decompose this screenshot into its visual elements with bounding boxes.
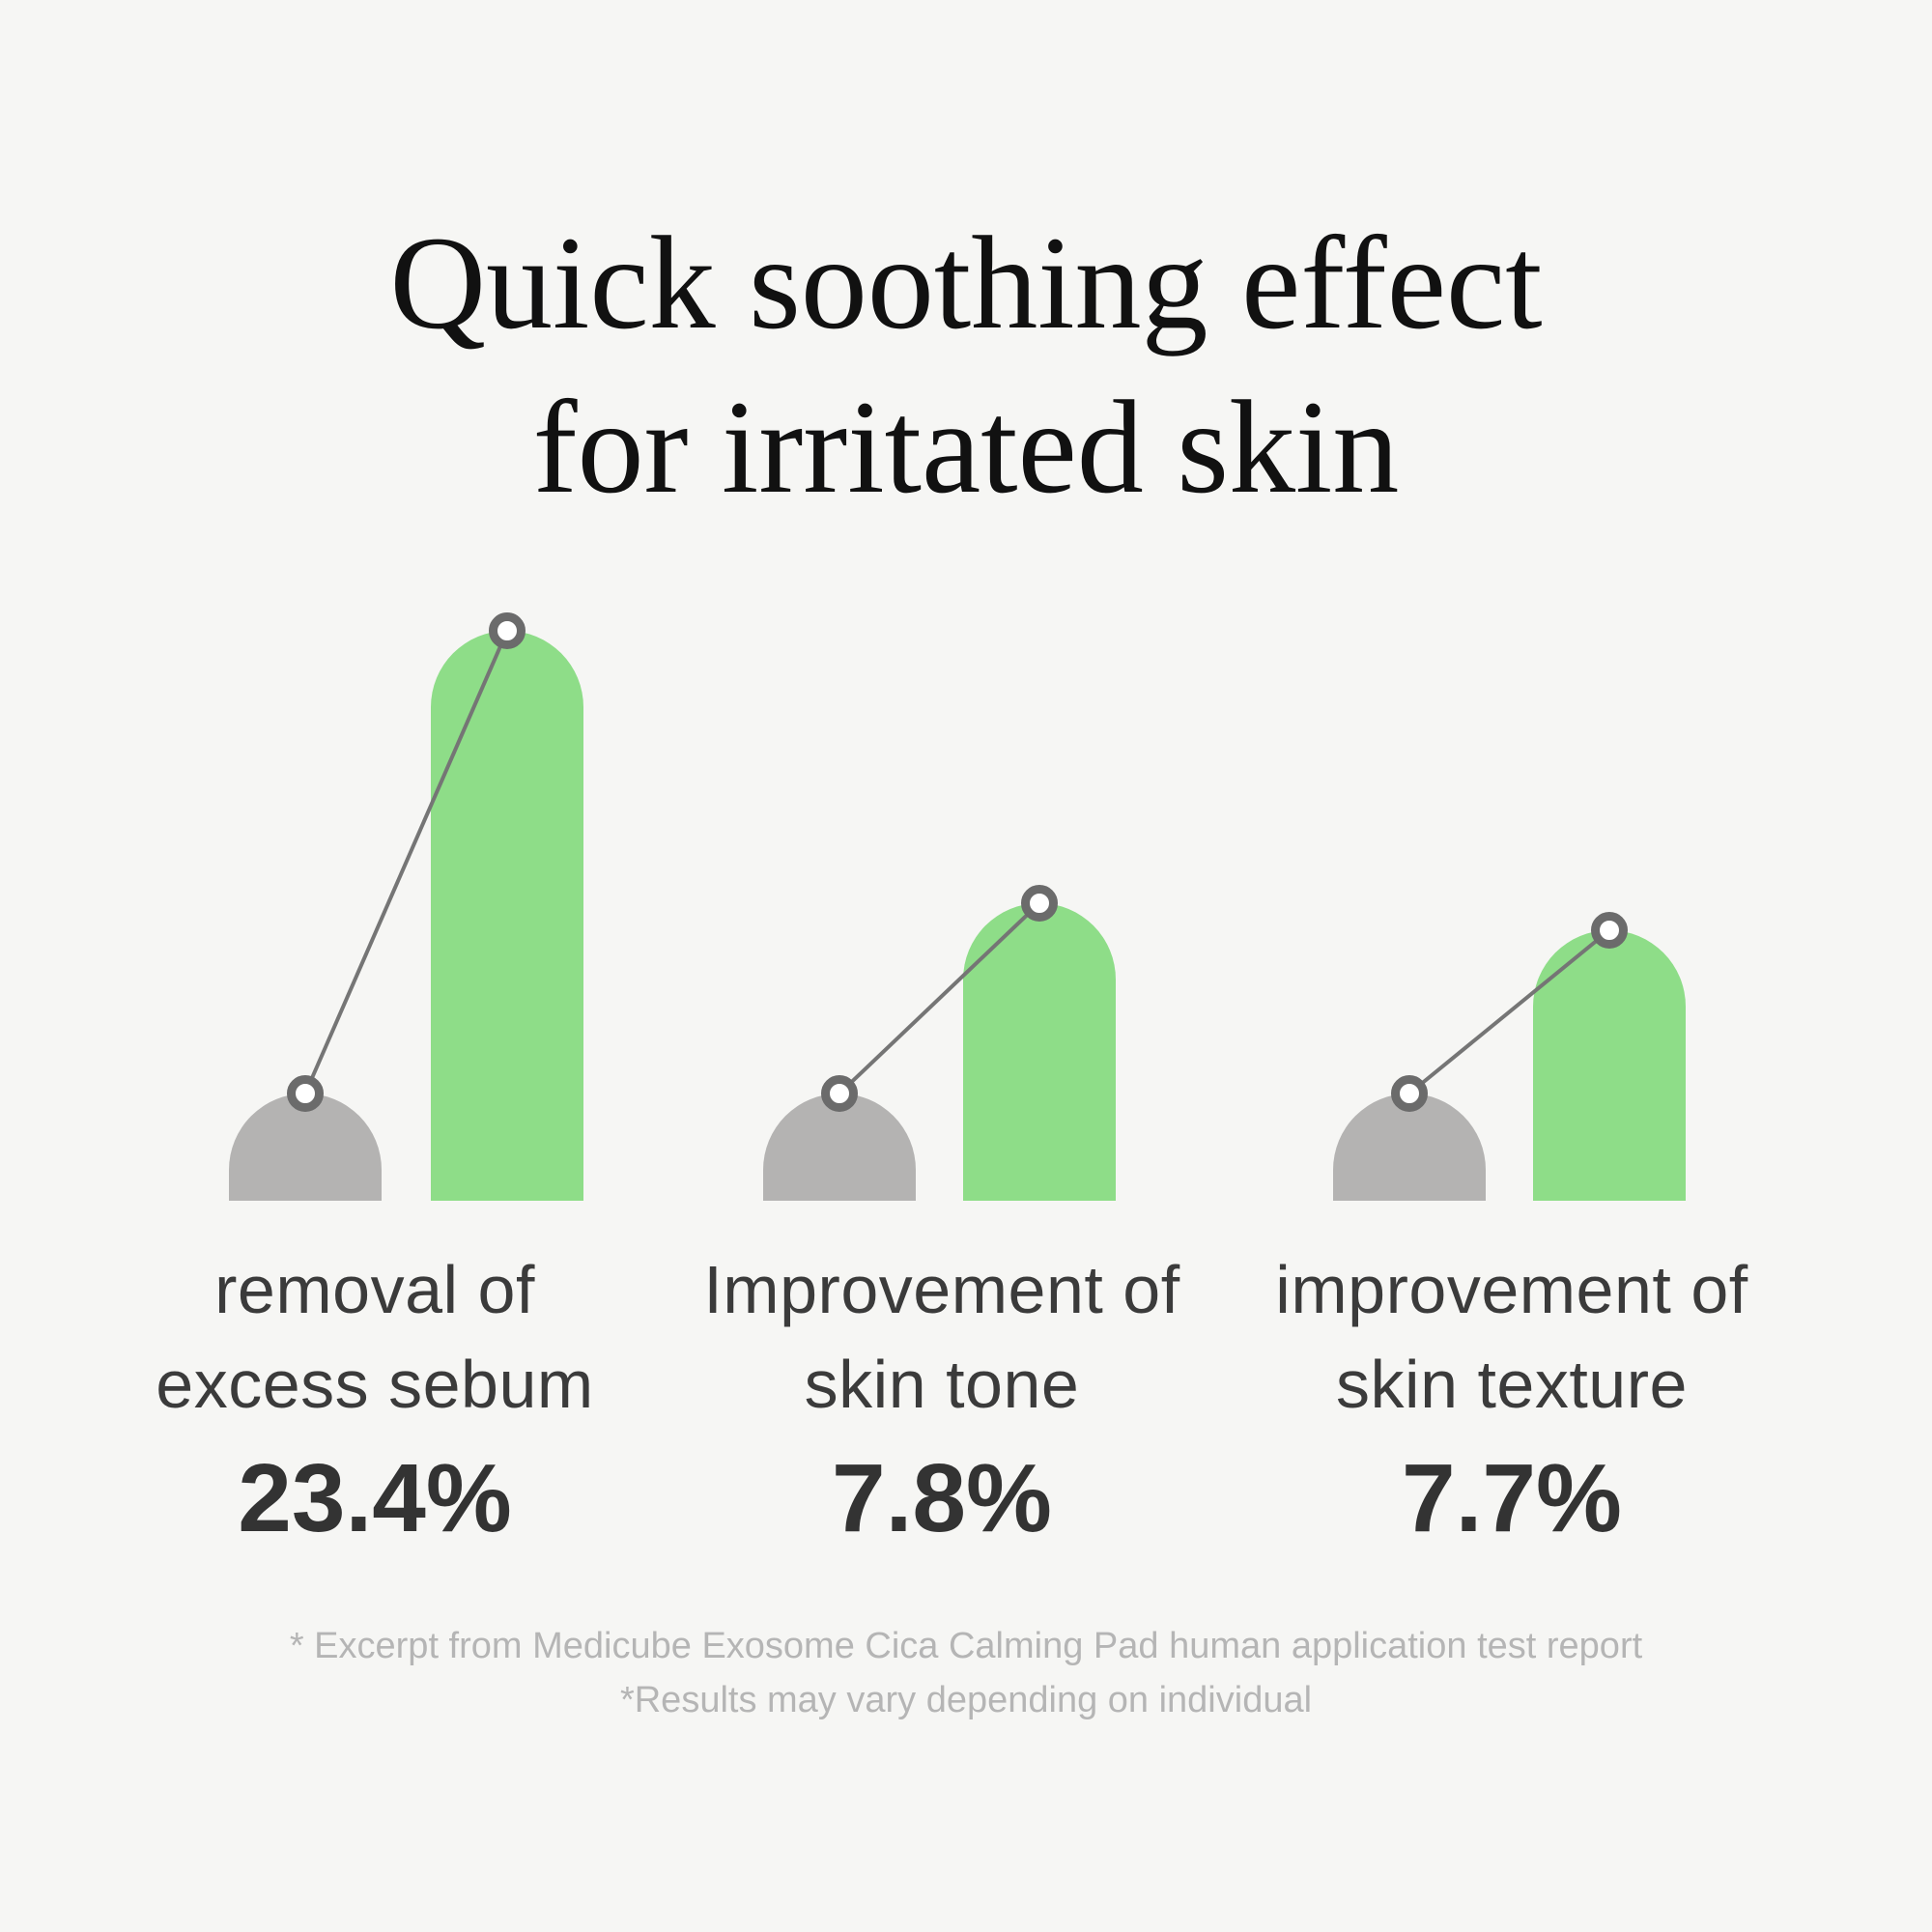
footnote: * Excerpt from Medicube Exosome Cica Cal… (0, 1619, 1932, 1727)
category-label-line-1: Improvement of (703, 1252, 1180, 1327)
category-label-group: Improvement of skin tone 7.8% (613, 1242, 1270, 1561)
data-point-marker-after (1021, 885, 1058, 922)
value-label: 23.4% (238, 1444, 512, 1552)
category-label-line-1: improvement of (1275, 1252, 1748, 1327)
category-label-line-2: skin texture (1336, 1347, 1688, 1422)
data-point-marker-after (489, 612, 526, 649)
category-label-group: removal of excess sebum 23.4% (46, 1242, 703, 1561)
category-label-group: improvement of skin texture 7.7% (1183, 1242, 1840, 1561)
after-bar (1533, 930, 1686, 1201)
data-point-marker-after (1591, 912, 1628, 949)
title-line-1: Quick soothing effect (389, 209, 1543, 356)
title-line-2: for irritated skin (532, 373, 1400, 521)
footnote-line-2: *Results may vary depending on individua… (619, 1680, 1313, 1720)
after-bar (431, 631, 583, 1201)
data-point-marker-before (1391, 1075, 1428, 1112)
after-bar (963, 903, 1116, 1201)
data-point-marker-before (821, 1075, 858, 1112)
value-label: 7.8% (832, 1444, 1052, 1552)
category-label-line-2: skin tone (804, 1347, 1080, 1422)
category-label-line-1: removal of (214, 1252, 535, 1327)
page-title: Quick soothing effect for irritated skin (0, 201, 1932, 529)
footnote-line-1: * Excerpt from Medicube Exosome Cica Cal… (289, 1626, 1643, 1666)
value-label: 7.7% (1402, 1444, 1622, 1552)
data-point-marker-before (287, 1075, 324, 1112)
category-label-line-2: excess sebum (156, 1347, 594, 1422)
